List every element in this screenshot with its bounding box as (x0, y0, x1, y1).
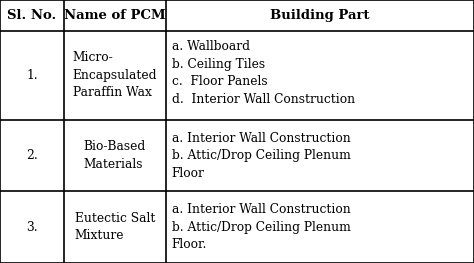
Text: Sl. No.: Sl. No. (8, 9, 56, 22)
Text: 1.: 1. (26, 69, 38, 82)
Text: 2.: 2. (26, 149, 38, 162)
Text: Building Part: Building Part (270, 9, 370, 22)
Text: a. Wallboard
b. Ceiling Tiles
c.  Floor Panels
d.  Interior Wall Construction: a. Wallboard b. Ceiling Tiles c. Floor P… (172, 40, 355, 106)
Text: 3.: 3. (26, 221, 38, 234)
Text: Micro-
Encapsulated
Paraffin Wax: Micro- Encapsulated Paraffin Wax (73, 52, 157, 99)
Text: a. Interior Wall Construction
b. Attic/Drop Ceiling Plenum
Floor: a. Interior Wall Construction b. Attic/D… (172, 132, 350, 180)
Text: Name of PCM: Name of PCM (64, 9, 166, 22)
Text: Eutectic Salt
Mixture: Eutectic Salt Mixture (75, 212, 155, 242)
Text: Bio-Based
Materials: Bio-Based Materials (84, 140, 146, 171)
Text: a. Interior Wall Construction
b. Attic/Drop Ceiling Plenum
Floor.: a. Interior Wall Construction b. Attic/D… (172, 203, 350, 251)
